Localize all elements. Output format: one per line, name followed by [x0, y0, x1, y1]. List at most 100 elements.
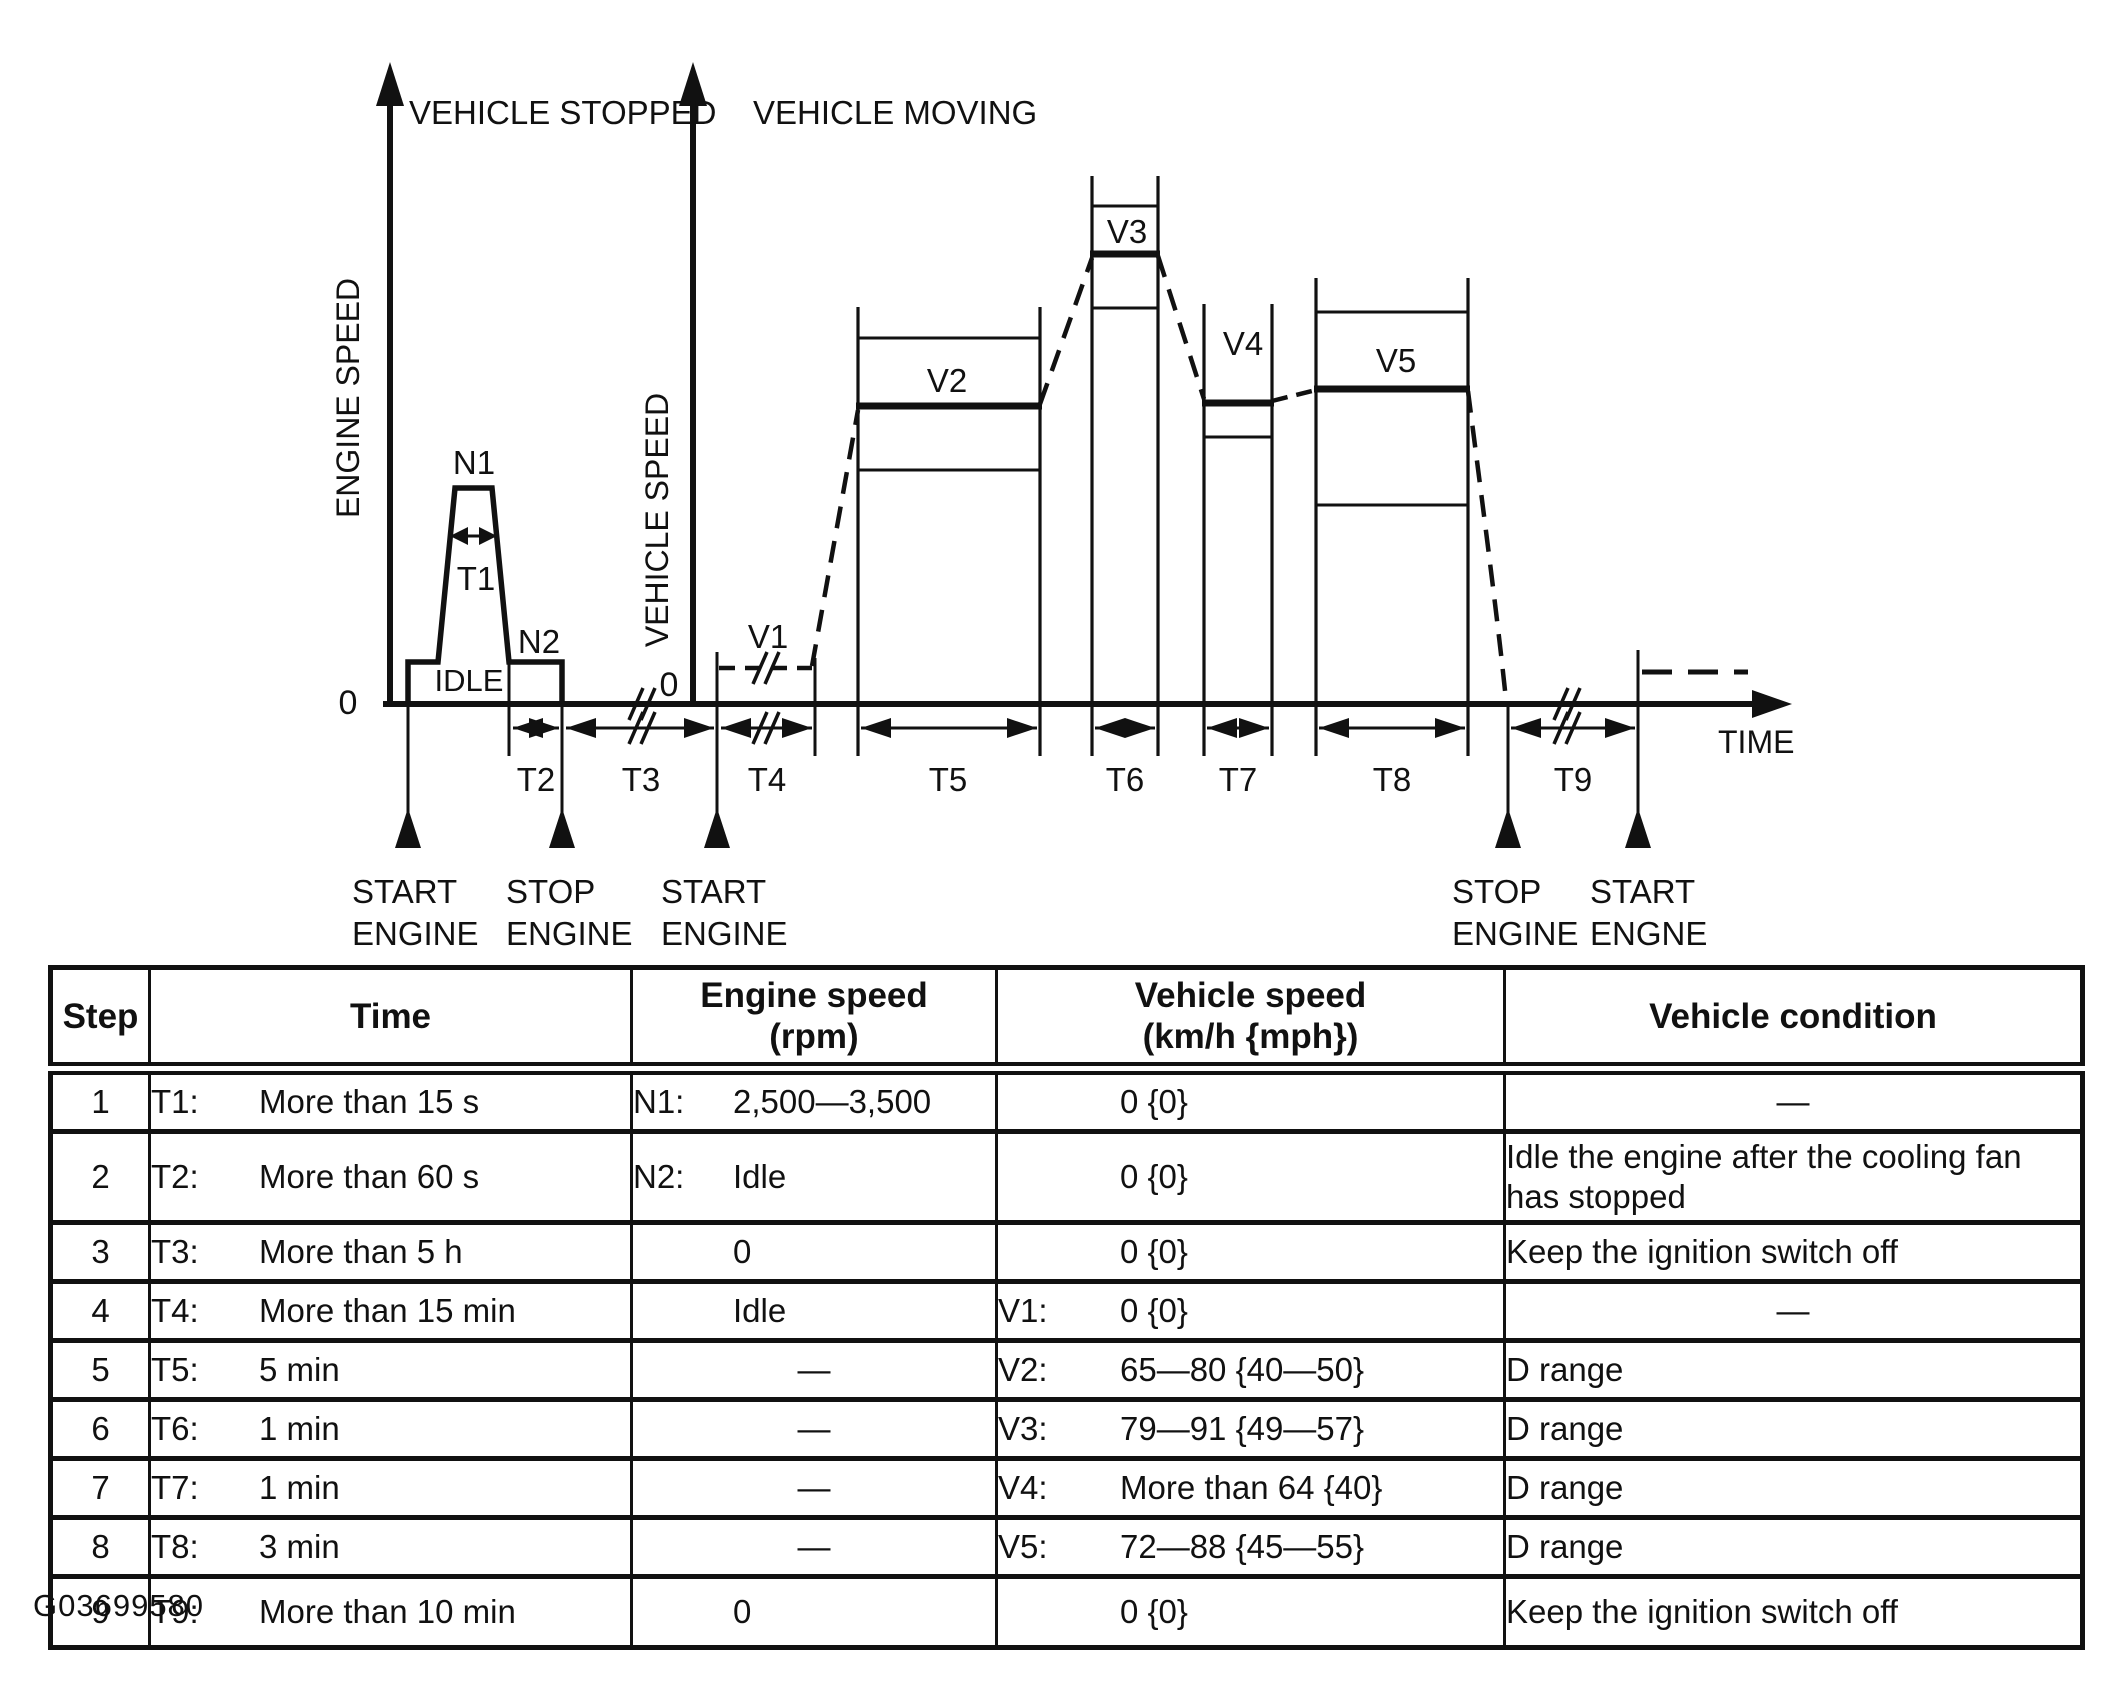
- time-axis-label: TIME: [1718, 724, 1794, 760]
- cell-engine-speed: —: [630, 1398, 998, 1460]
- cell-step: 9: [49, 1575, 151, 1649]
- break-marks: [627, 651, 1582, 745]
- cell-time: T3: More than 5 h: [148, 1221, 633, 1283]
- table-row-step-4: 4 T4: More than 15 min Idle V1: 0 {0} —: [49, 1280, 2084, 1342]
- col-header-condition: Vehicle condition: [1503, 966, 2084, 1075]
- cell-step: 8: [49, 1516, 151, 1578]
- cell-vehicle-speed: 0 {0}: [995, 1067, 1506, 1133]
- cell-step: 1: [49, 1067, 151, 1133]
- v1-label: V1: [748, 618, 788, 655]
- drive-cycle-step-table: Step Time Engine speed (rpm) Vehicle speed (k…: [48, 965, 2085, 1650]
- time-axis-arrowhead: [1752, 690, 1792, 718]
- v3-label: V3: [1107, 213, 1147, 250]
- vehicle-speed-axis-label: VEHICLE SPEED: [639, 393, 675, 647]
- engine-speed-axis-label: ENGINE SPEED: [330, 278, 366, 518]
- cell-engine-speed: 0: [630, 1575, 998, 1649]
- engine-axis-arrowhead: [376, 62, 404, 106]
- start-engine-1-line2: ENGINE: [352, 915, 479, 952]
- table-row-step-8: 8 T8: 3 min — V5: 72—88 {45—55} D range: [49, 1516, 2084, 1578]
- cell-step: 3: [49, 1221, 151, 1283]
- cell-step: 4: [49, 1280, 151, 1342]
- ramp-v3-v4: [1155, 255, 1207, 400]
- col-header-time: Time: [148, 966, 633, 1075]
- cell-vehicle-condition: D range: [1503, 1516, 2084, 1578]
- engine-trace-line: [405, 485, 565, 703]
- start-engine-1-line1: START: [352, 873, 457, 910]
- engine-zero-label: 0: [339, 684, 358, 722]
- cell-time: T4: More than 15 min: [148, 1280, 633, 1342]
- ramp-v1-v2: [809, 409, 861, 667]
- idle-label: IDLE: [435, 663, 504, 698]
- cell-vehicle-condition: D range: [1503, 1398, 2084, 1460]
- start-engine-3-line1: START: [1590, 873, 1695, 910]
- cell-vehicle-speed: V5: 72—88 {45—55}: [995, 1516, 1506, 1578]
- cell-step: 5: [49, 1339, 151, 1401]
- cell-vehicle-condition: D range: [1503, 1457, 2084, 1519]
- cell-time: T1: More than 15 s: [148, 1067, 633, 1133]
- table-row-step-7: 7 T7: 1 min — V4: More than 64 {40} D range: [49, 1457, 2084, 1519]
- cell-vehicle-condition: —: [1503, 1280, 2084, 1342]
- event-up-arrowheads: [395, 808, 1651, 848]
- cell-engine-speed: —: [630, 1339, 998, 1401]
- table-row-step-6: 6 T6: 1 min — V3: 79—91 {49—57} D range: [49, 1398, 2084, 1460]
- cell-engine-speed: 0: [630, 1221, 998, 1283]
- t3-span-label: T3: [622, 761, 661, 798]
- cell-vehicle-condition: D range: [1503, 1339, 2084, 1401]
- v1-line-break: [751, 651, 781, 685]
- col-header-speed: Vehicle speed (km/h {mph}): [995, 966, 1506, 1075]
- cell-time: T5: 5 min: [148, 1339, 633, 1401]
- cell-vehicle-speed: 0 {0}: [995, 1130, 1506, 1224]
- cell-vehicle-speed: V2: 65—80 {40—50}: [995, 1339, 1506, 1401]
- t5-span-label: T5: [929, 761, 968, 798]
- table-row-step-9: 9 T9: More than 10 min 0 0 {0} Keep the ignit…: [49, 1575, 2084, 1649]
- n1-label: N1: [453, 444, 495, 481]
- t7-span-label: T7: [1219, 761, 1258, 798]
- start-engine-2-line1: START: [661, 873, 766, 910]
- cell-vehicle-speed: V1: 0 {0}: [995, 1280, 1506, 1342]
- cell-time: T2: More than 60 s: [148, 1130, 633, 1224]
- cell-step: 7: [49, 1457, 151, 1519]
- stop-engine-2-line2: ENGINE: [1452, 915, 1579, 952]
- t8-span-label: T8: [1373, 761, 1412, 798]
- ramp-v2-v3: [1037, 257, 1095, 405]
- cell-time: T9: More than 10 min: [148, 1575, 633, 1649]
- cell-vehicle-condition: Keep the ignition switch off: [1503, 1575, 2084, 1649]
- t3-arrow-break: [627, 711, 657, 745]
- vehicle-stopped-title: VEHICLE STOPPED: [409, 94, 717, 131]
- t9-span-label: T9: [1554, 761, 1593, 798]
- cell-engine-speed: N1: 2,500—3,500: [630, 1067, 998, 1133]
- t6-span-label: T6: [1106, 761, 1145, 798]
- vehicle-zero-label: 0: [660, 666, 679, 704]
- start-engine-2-line2: ENGINE: [661, 915, 788, 952]
- v2-label: V2: [927, 362, 967, 399]
- diagram-labels: VEHICLE STOPPED VEHICLE MOVING ENGINE SPEE…: [330, 94, 1794, 952]
- cell-engine-speed: Idle: [630, 1280, 998, 1342]
- cell-vehicle-speed: 0 {0}: [995, 1575, 1506, 1649]
- t4-arrow-break: [751, 711, 781, 745]
- table-row-step-2: 2 T2: More than 60 s N2: Idle 0 {0} Idle the e…: [49, 1130, 2084, 1224]
- cell-vehicle-speed: V4: More than 64 {40}: [995, 1457, 1506, 1519]
- figure-id: G03699580: [33, 1588, 205, 1623]
- stop-engine-1-line1: STOP: [506, 873, 595, 910]
- cell-step: 6: [49, 1398, 151, 1460]
- n2-label: N2: [518, 623, 560, 660]
- event-marker-lines: [406, 650, 1640, 818]
- vehicle-speed-trace: [719, 176, 1748, 756]
- cell-time: T6: 1 min: [148, 1398, 633, 1460]
- stop-engine-1-line2: ENGINE: [506, 915, 633, 952]
- t1-label: T1: [457, 560, 496, 597]
- table-row-step-1: 1 T1: More than 15 s N1: 2,500—3,500 0 {0} —: [49, 1067, 2084, 1133]
- cell-step: 2: [49, 1130, 151, 1224]
- start-engine-3-line2: ENGNE: [1590, 915, 1707, 952]
- cell-vehicle-condition: Idle the engine after the cooling fan ha…: [1503, 1130, 2084, 1224]
- cell-vehicle-condition: —: [1503, 1067, 2084, 1133]
- v5-label: V5: [1376, 342, 1416, 379]
- cell-engine-speed: N2: Idle: [630, 1130, 998, 1224]
- descent-v5-stop: [1465, 390, 1509, 701]
- t2-span-label: T2: [517, 761, 556, 798]
- vehicle-axis-arrowhead: [679, 62, 707, 106]
- vehicle-moving-title: VEHICLE MOVING: [753, 94, 1037, 131]
- cell-vehicle-speed: V3: 79—91 {49—57}: [995, 1398, 1506, 1460]
